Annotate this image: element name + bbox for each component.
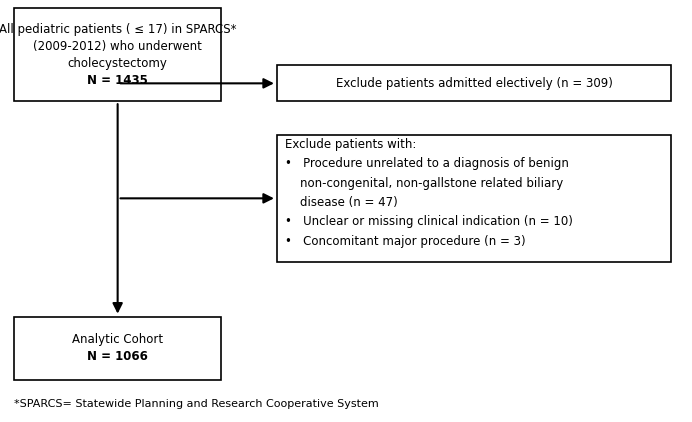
Text: (2009-2012) who underwent: (2009-2012) who underwent [33, 40, 202, 53]
Text: Analytic Cohort: Analytic Cohort [72, 333, 163, 346]
Text: N = 1066: N = 1066 [87, 350, 148, 363]
Text: disease (n = 47): disease (n = 47) [285, 196, 398, 209]
Text: *SPARCS= Statewide Planning and Research Cooperative System: *SPARCS= Statewide Planning and Research… [14, 399, 379, 409]
Bar [14, 316, 221, 380]
Text: cholecystectomy: cholecystectomy [68, 57, 167, 70]
Text: Exclude patients admitted electively (n = 309): Exclude patients admitted electively (n … [336, 77, 612, 90]
Text: non-congenital, non-gallstone related biliary: non-congenital, non-gallstone related bi… [285, 177, 563, 189]
Text: Exclude patients with:: Exclude patients with: [285, 138, 417, 151]
Text: •   Unclear or missing clinical indication (n = 10): • Unclear or missing clinical indication… [285, 216, 573, 228]
Bar [277, 65, 671, 101]
Bar [14, 8, 221, 101]
Bar [277, 135, 671, 262]
Text: All pediatric patients ( ≤ 17) in SPARCS*: All pediatric patients ( ≤ 17) in SPARCS… [0, 23, 237, 36]
Text: •   Procedure unrelated to a diagnosis of benign: • Procedure unrelated to a diagnosis of … [285, 157, 569, 170]
Text: N = 1435: N = 1435 [87, 74, 148, 87]
Text: •   Concomitant major procedure (n = 3): • Concomitant major procedure (n = 3) [285, 235, 526, 248]
